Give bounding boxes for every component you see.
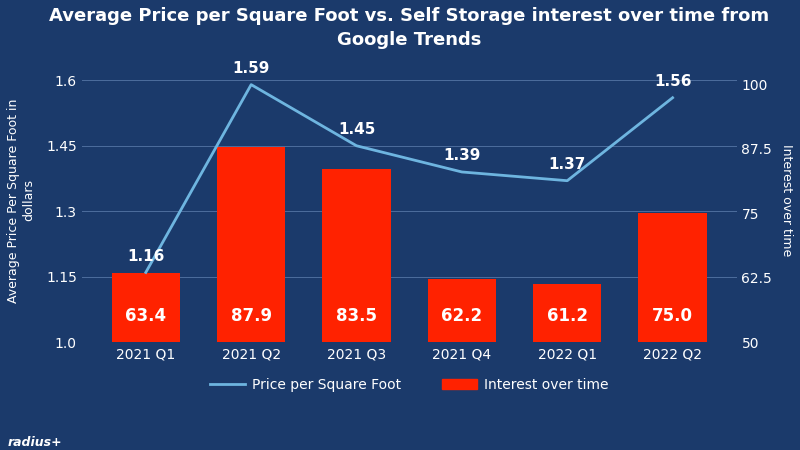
Bar bbox=[428, 279, 496, 342]
Title: Average Price per Square Foot vs. Self Storage interest over time from
Google Tr: Average Price per Square Foot vs. Self S… bbox=[49, 7, 770, 49]
Text: 1.56: 1.56 bbox=[654, 74, 691, 89]
Bar bbox=[217, 147, 286, 342]
Text: 1.39: 1.39 bbox=[443, 148, 481, 163]
Text: 83.5: 83.5 bbox=[336, 307, 377, 325]
Text: 87.9: 87.9 bbox=[230, 307, 272, 325]
Text: 1.45: 1.45 bbox=[338, 122, 375, 137]
Legend: Price per Square Foot, Interest over time: Price per Square Foot, Interest over tim… bbox=[204, 373, 614, 398]
Text: 1.37: 1.37 bbox=[549, 157, 586, 172]
Text: radius+: radius+ bbox=[8, 436, 62, 449]
Text: 1.59: 1.59 bbox=[233, 61, 270, 76]
Text: 75.0: 75.0 bbox=[652, 307, 693, 325]
Text: 62.2: 62.2 bbox=[442, 307, 482, 325]
Text: 61.2: 61.2 bbox=[546, 307, 588, 325]
Bar bbox=[533, 284, 602, 342]
Y-axis label: Interest over time: Interest over time bbox=[780, 144, 793, 256]
Text: 1.16: 1.16 bbox=[127, 249, 165, 264]
Bar bbox=[638, 213, 707, 342]
Text: 63.4: 63.4 bbox=[126, 307, 166, 325]
Y-axis label: Average Price Per Square Foot in
dollars: Average Price Per Square Foot in dollars bbox=[7, 98, 35, 302]
Bar bbox=[111, 273, 180, 342]
Bar bbox=[322, 169, 390, 342]
